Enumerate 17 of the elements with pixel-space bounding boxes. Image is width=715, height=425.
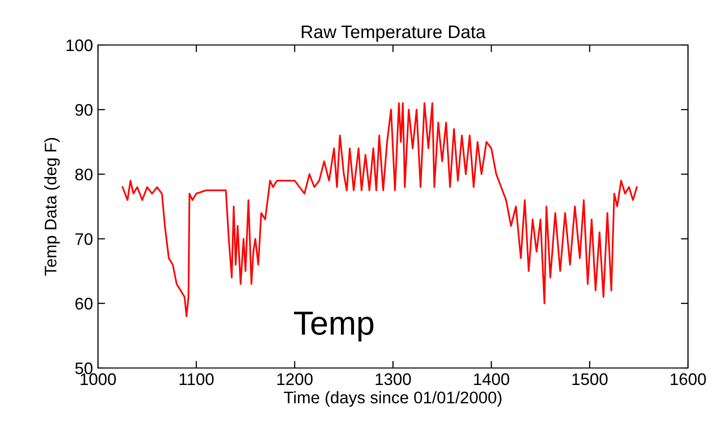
y-tick-label: 50 (75, 362, 92, 374)
chart-title: Raw Temperature Data (302, 26, 486, 42)
y-axis-title: Temp Data (deg F) (44, 138, 60, 276)
y-tick-label: 100 (66, 39, 92, 52)
x-tick-label: 1600 (670, 373, 706, 386)
x-tick-label: 1300 (376, 373, 411, 386)
y-tick-label: 60 (75, 298, 92, 310)
x-tick-label: 1500 (572, 373, 608, 386)
x-tick-label: 1000 (80, 373, 116, 386)
y-tick-label: 70 (75, 233, 92, 246)
x-axis-title: Time (days since 01/01/2000) (284, 391, 502, 407)
y-tick-label: 90 (75, 104, 92, 116)
x-tick-label: 1200 (277, 373, 313, 386)
annotation: Temp (294, 312, 374, 342)
y-tick-label: 80 (75, 168, 92, 180)
x-tick-label: 1400 (474, 373, 510, 386)
x-tick-label: 1100 (180, 373, 214, 386)
